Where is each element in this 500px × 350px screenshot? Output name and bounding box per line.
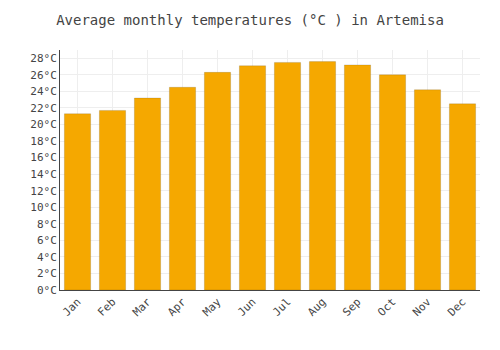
svg-text:20°C: 20°C: [30, 118, 57, 131]
svg-text:18°C: 18°C: [30, 135, 57, 148]
svg-text:8°C: 8°C: [37, 218, 57, 231]
svg-text:Jun: Jun: [235, 296, 258, 319]
svg-text:Oct: Oct: [375, 296, 398, 319]
svg-text:22°C: 22°C: [30, 102, 57, 115]
svg-text:Feb: Feb: [95, 296, 118, 319]
svg-text:May: May: [200, 295, 224, 319]
svg-text:24°C: 24°C: [30, 85, 57, 98]
svg-text:16°C: 16°C: [30, 151, 57, 164]
svg-text:Jan: Jan: [60, 296, 83, 319]
svg-text:4°C: 4°C: [37, 251, 57, 264]
svg-text:Sep: Sep: [340, 296, 363, 319]
svg-text:Nov: Nov: [410, 295, 434, 319]
svg-text:2°C: 2°C: [37, 267, 57, 280]
svg-text:Aug: Aug: [305, 296, 328, 319]
svg-text:Apr: Apr: [165, 295, 189, 319]
svg-text:Jul: Jul: [270, 296, 293, 319]
svg-text:Dec: Dec: [445, 296, 468, 319]
svg-text:12°C: 12°C: [30, 185, 57, 198]
svg-text:14°C: 14°C: [30, 168, 57, 181]
svg-text:6°C: 6°C: [37, 234, 57, 247]
svg-text:Average monthly temperatures (: Average monthly temperatures (°C ) in Ar…: [56, 12, 444, 28]
svg-text:10°C: 10°C: [30, 201, 57, 214]
svg-text:26°C: 26°C: [30, 69, 57, 82]
svg-text:0°C: 0°C: [37, 284, 57, 297]
svg-text:Mar: Mar: [130, 295, 154, 319]
svg-text:28°C: 28°C: [30, 52, 57, 65]
